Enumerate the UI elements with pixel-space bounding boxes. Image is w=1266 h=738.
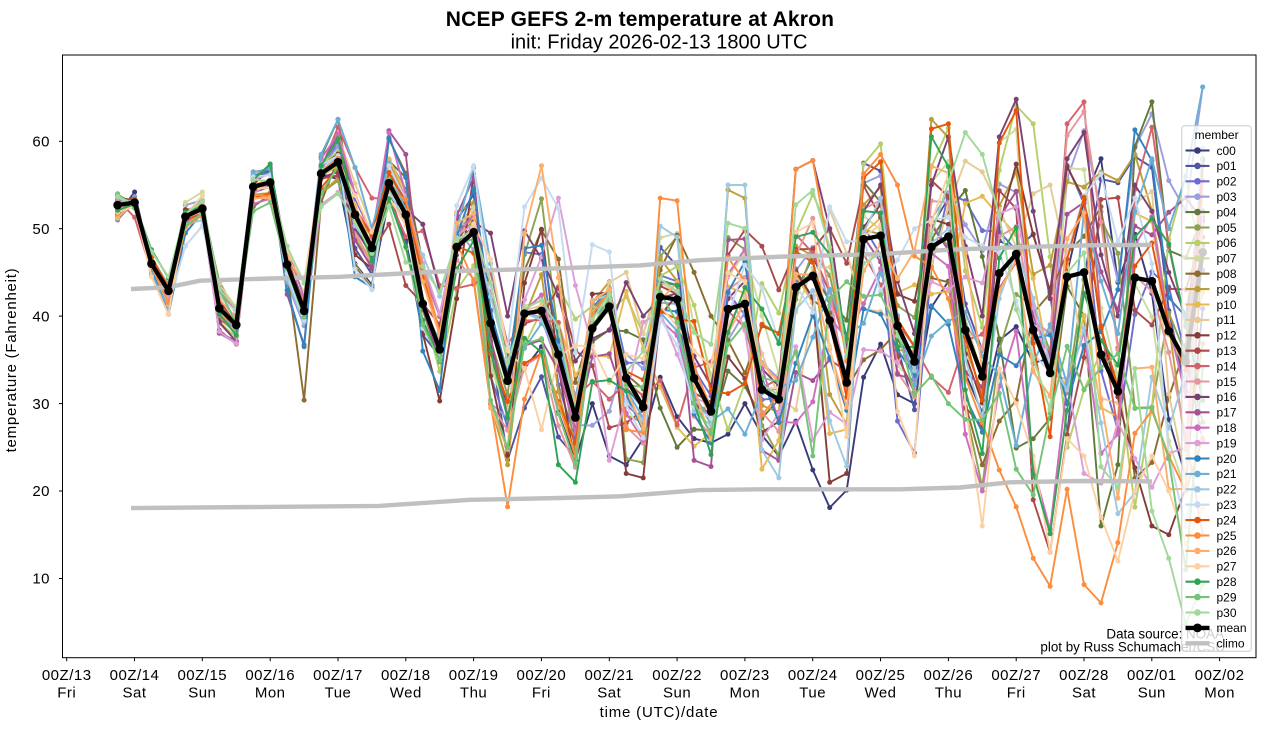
svg-text:00Z/22: 00Z/22 <box>652 667 702 684</box>
svg-text:Sun: Sun <box>188 685 216 702</box>
svg-text:00Z/24: 00Z/24 <box>788 667 838 684</box>
svg-text:Sat: Sat <box>122 685 146 702</box>
svg-text:p29: p29 <box>1217 590 1237 604</box>
svg-text:p18: p18 <box>1217 421 1237 435</box>
svg-text:p15: p15 <box>1217 375 1237 389</box>
svg-text:p23: p23 <box>1217 498 1237 512</box>
svg-text:p21: p21 <box>1217 467 1237 481</box>
svg-text:p13: p13 <box>1217 344 1237 358</box>
svg-text:00Z/20: 00Z/20 <box>517 667 567 684</box>
svg-text:c00: c00 <box>1217 144 1237 158</box>
svg-text:p17: p17 <box>1217 406 1237 420</box>
svg-text:p14: p14 <box>1217 359 1237 373</box>
svg-text:00Z/23: 00Z/23 <box>720 667 770 684</box>
svg-text:p03: p03 <box>1217 190 1237 204</box>
svg-text:Thu: Thu <box>935 685 962 702</box>
svg-text:temperature (Fahrenheit): temperature (Fahrenheit) <box>3 268 20 453</box>
svg-text:00Z/18: 00Z/18 <box>381 667 431 684</box>
svg-text:00Z/14: 00Z/14 <box>110 667 160 684</box>
svg-text:30: 30 <box>32 396 50 413</box>
svg-text:p07: p07 <box>1217 252 1237 266</box>
svg-text:p10: p10 <box>1217 298 1237 312</box>
svg-text:50: 50 <box>32 221 50 238</box>
svg-text:NCEP GEFS 2-m temperature at A: NCEP GEFS 2-m temperature at Akron <box>446 8 834 31</box>
svg-text:p19: p19 <box>1217 436 1237 450</box>
svg-text:climo: climo <box>1217 637 1245 651</box>
svg-text:p09: p09 <box>1217 282 1237 296</box>
svg-text:00Z/27: 00Z/27 <box>991 667 1041 684</box>
svg-text:Mon: Mon <box>730 685 761 702</box>
svg-text:plot by Russ Schumacher/CSU: plot by Russ Schumacher/CSU <box>1040 640 1225 655</box>
svg-text:p01: p01 <box>1217 159 1237 173</box>
svg-text:00Z/21: 00Z/21 <box>584 667 634 684</box>
svg-text:p06: p06 <box>1217 236 1237 250</box>
svg-text:p26: p26 <box>1217 544 1237 558</box>
svg-text:00Z/16: 00Z/16 <box>245 667 295 684</box>
svg-text:p24: p24 <box>1217 513 1237 527</box>
svg-text:00Z/01: 00Z/01 <box>1127 667 1177 684</box>
svg-text:p30: p30 <box>1217 606 1237 620</box>
svg-text:00Z/25: 00Z/25 <box>856 667 906 684</box>
svg-text:Wed: Wed <box>864 685 896 702</box>
svg-text:p27: p27 <box>1217 560 1237 574</box>
svg-text:p04: p04 <box>1217 205 1237 219</box>
svg-text:p05: p05 <box>1217 221 1237 235</box>
svg-text:time (UTC)/date: time (UTC)/date <box>600 704 719 721</box>
svg-text:20: 20 <box>32 483 50 500</box>
svg-text:p11: p11 <box>1217 313 1236 327</box>
svg-text:Sat: Sat <box>597 685 621 702</box>
svg-text:mean: mean <box>1217 621 1247 635</box>
svg-text:Fri: Fri <box>57 685 76 702</box>
svg-text:00Z/26: 00Z/26 <box>924 667 974 684</box>
svg-text:00Z/17: 00Z/17 <box>313 667 363 684</box>
svg-text:10: 10 <box>32 571 50 588</box>
svg-text:Sat: Sat <box>1072 685 1096 702</box>
svg-text:p12: p12 <box>1217 329 1237 343</box>
svg-text:Mon: Mon <box>1204 685 1235 702</box>
svg-text:40: 40 <box>32 308 50 325</box>
svg-text:member: member <box>1195 128 1239 142</box>
svg-text:Sun: Sun <box>1138 685 1166 702</box>
svg-text:p25: p25 <box>1217 529 1237 543</box>
svg-text:p02: p02 <box>1217 175 1237 189</box>
svg-text:Tue: Tue <box>799 685 826 702</box>
svg-text:Thu: Thu <box>460 685 487 702</box>
svg-text:Wed: Wed <box>390 685 422 702</box>
svg-text:60: 60 <box>32 134 50 151</box>
svg-text:p08: p08 <box>1217 267 1237 281</box>
svg-text:init: Friday 2026-02-13 1800 U: init: Friday 2026-02-13 1800 UTC <box>511 32 808 54</box>
svg-text:Tue: Tue <box>325 685 352 702</box>
svg-text:p28: p28 <box>1217 575 1237 589</box>
svg-text:00Z/19: 00Z/19 <box>449 667 499 684</box>
svg-text:p16: p16 <box>1217 390 1237 404</box>
svg-text:Fri: Fri <box>532 685 551 702</box>
svg-text:00Z/13: 00Z/13 <box>42 667 92 684</box>
svg-text:Sun: Sun <box>663 685 691 702</box>
svg-text:p20: p20 <box>1217 452 1237 466</box>
svg-text:00Z/28: 00Z/28 <box>1059 667 1109 684</box>
svg-text:00Z/15: 00Z/15 <box>177 667 227 684</box>
svg-text:Mon: Mon <box>255 685 286 702</box>
svg-text:00Z/02: 00Z/02 <box>1195 667 1245 684</box>
svg-text:Fri: Fri <box>1007 685 1026 702</box>
svg-text:p22: p22 <box>1217 483 1237 497</box>
